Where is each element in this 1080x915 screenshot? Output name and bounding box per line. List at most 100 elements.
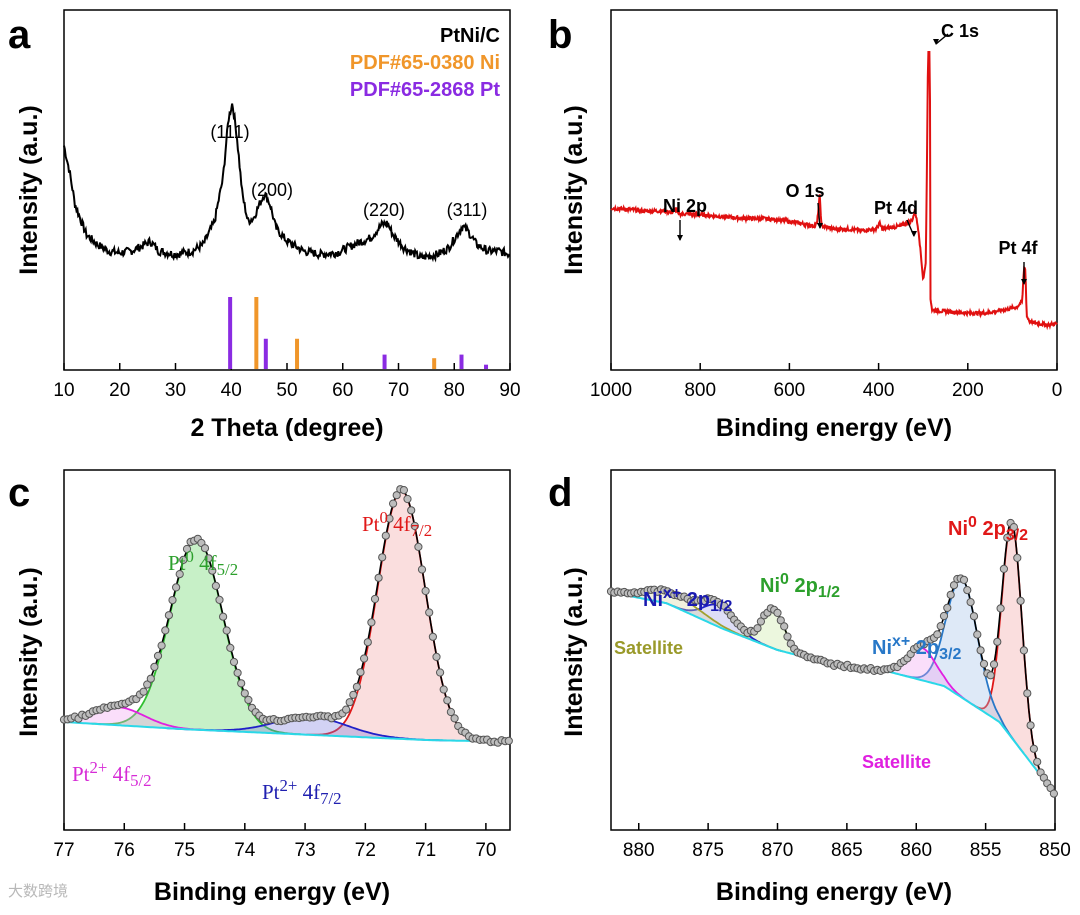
x-tick-label: 0	[1052, 380, 1063, 401]
panel-c: c 77 76 75 74 73 72 71 70 Binding energy (eV) I…	[8, 469, 513, 906]
data-point	[780, 622, 789, 631]
peak-fill	[91, 539, 301, 735]
data-point	[403, 494, 412, 504]
annotation-arrowhead	[817, 223, 823, 229]
data-point	[360, 654, 369, 663]
panel-c-fit	[59, 485, 513, 747]
data-point	[381, 531, 390, 540]
data-point	[933, 630, 942, 639]
data-point	[773, 608, 782, 618]
reference-line	[484, 364, 489, 369]
data-point	[966, 598, 975, 607]
data-point	[378, 553, 387, 562]
watermark: 大数跨境	[8, 882, 69, 900]
data-point	[175, 570, 184, 579]
data-point	[237, 679, 246, 688]
peak-label: Pt0 4f5/2	[168, 547, 238, 579]
peak-fill	[972, 522, 1051, 789]
panel-b-annotations: C 1s Ni 2p O 1s Pt 4d Pt 4f	[663, 21, 1039, 285]
peak-label: Satellite	[862, 752, 931, 772]
xps-peak-label: Pt 4f	[998, 238, 1038, 258]
panel-a: a 10 20 30 40 50 60 70 80 90 2 Theta (degree) In…	[8, 9, 521, 442]
data-point	[432, 652, 441, 662]
data-point	[219, 612, 228, 621]
peak-label: Pt0 4f7/2	[362, 508, 432, 540]
reference-line	[228, 297, 233, 369]
peak-label: Satellite	[614, 638, 683, 658]
data-point	[179, 555, 188, 565]
data-point	[1033, 757, 1042, 766]
data-point	[370, 594, 380, 604]
x-tick-label: 72	[355, 840, 376, 861]
panel-d-frame	[610, 469, 1056, 831]
x-tick-label: 600	[774, 380, 806, 401]
data-point	[1019, 646, 1029, 655]
data-point	[949, 581, 959, 590]
data-point	[425, 608, 434, 617]
peak-label: Nix+ 2p1/2	[643, 585, 733, 615]
panel-b-survey-line	[610, 51, 1058, 331]
data-point	[208, 566, 217, 575]
data-point	[428, 632, 437, 641]
data-point	[161, 626, 170, 635]
peak-label-311: (311)	[447, 200, 488, 220]
annotation-arrowhead	[933, 39, 939, 45]
panel-d-fit	[606, 518, 1059, 798]
data-point	[407, 506, 416, 515]
data-point	[963, 586, 972, 595]
panel-letter-d: d	[548, 471, 572, 515]
data-point	[143, 680, 152, 689]
x-tick-label: 860	[900, 840, 932, 861]
data-point	[182, 544, 192, 554]
data-point	[363, 638, 372, 647]
data-point	[229, 657, 239, 667]
panel-a-legend-ni: PDF#65-0380 Ni	[350, 52, 500, 74]
data-point	[959, 575, 969, 585]
x-tick-label: 70	[475, 840, 496, 861]
peak-label: Ni0 2p3/2	[948, 514, 1028, 544]
peak-label: Nix+ 2p3/2	[872, 633, 962, 663]
data-point	[996, 604, 1005, 613]
data-point	[342, 705, 351, 714]
x-tick-label: 880	[623, 840, 655, 861]
data-point	[153, 651, 163, 661]
peak-fill	[729, 608, 818, 661]
data-point	[969, 612, 979, 621]
peak-fill	[167, 716, 455, 741]
panel-c-peak-labels: Pt0 4f5/2 Pt0 4f7/2 Pt2+ 4f5/2 Pt2+ 4f7/2	[72, 508, 432, 808]
x-tick-label: 40	[221, 380, 242, 401]
panel-a-xrd-line	[63, 103, 511, 263]
data-point	[200, 544, 210, 553]
panel-b-ylabel: Intensity (a.u.)	[560, 105, 588, 274]
data-point	[756, 617, 766, 626]
panel-a-xlabel: 2 Theta (degree)	[190, 414, 383, 442]
peak-fill	[864, 647, 979, 709]
x-tick-label: 1000	[590, 380, 632, 401]
data-point	[233, 668, 242, 678]
data-point	[439, 685, 448, 694]
data-point	[150, 662, 159, 672]
data-point	[1016, 596, 1025, 606]
data-point	[421, 586, 430, 596]
x-tick-label: 865	[831, 840, 863, 861]
data-point	[164, 611, 173, 620]
data-point	[215, 595, 224, 605]
panel-b-xlabel: Binding energy (eV)	[716, 414, 952, 442]
data-point	[753, 624, 762, 633]
data-point	[504, 736, 513, 746]
peak-label-111: (111)	[210, 122, 249, 142]
panel-d-peak-labels: Ni0 2p3/2 Nix+ 2p3/2 Ni0 2p1/2 Nix+ 2p1/2 Sa…	[614, 514, 1028, 772]
data-point	[1009, 523, 1019, 532]
data-point	[936, 622, 945, 631]
x-tick-label: 855	[970, 840, 1002, 861]
data-point	[989, 660, 999, 669]
data-point	[417, 565, 427, 574]
data-point	[1029, 744, 1039, 753]
data-point	[374, 573, 383, 582]
annotation-arrowhead	[677, 235, 683, 241]
xps-peak-label: Pt 4d	[874, 198, 918, 218]
data-point	[450, 714, 459, 723]
x-tick-label: 50	[276, 380, 297, 401]
peak-label: Ni0 2p1/2	[760, 571, 840, 601]
x-tick-label: 90	[499, 380, 520, 401]
